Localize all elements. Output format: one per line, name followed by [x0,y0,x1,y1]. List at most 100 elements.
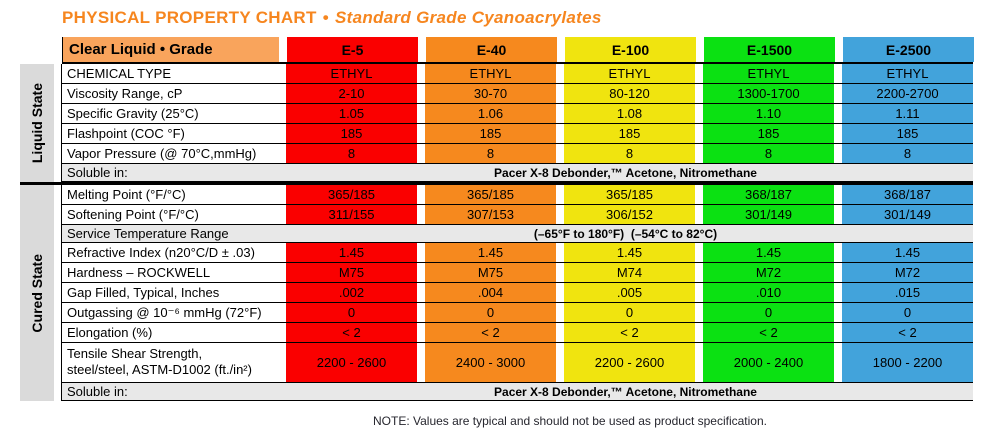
cured-state-label: Cured State [29,253,45,333]
cell-e2500: < 2 [842,323,973,342]
cell-e5: 2200 - 2600 [286,343,417,382]
liquid-state-section: Liquid State CHEMICAL TYPE ETHYL ETHYL E… [20,64,973,182]
table-row-soluble-liquid: Soluble in: Pacer X-8 Debonder,™ Acetone… [62,164,973,182]
cell-e2500: 185 [842,124,973,143]
cell-e5: 1.05 [286,104,417,123]
cell-e100: 185 [564,124,695,143]
property-table: Clear Liquid • Grade E-5 E-40 E-100 E-15… [20,37,974,401]
tensile-label-line2: steel/steel, ASTM-D1002 (ft./in²) [67,362,252,377]
cell-e100: 0 [564,303,695,322]
cell-e2500: 368/187 [842,185,973,204]
cell-e5: M75 [286,263,417,282]
liquid-state-label: Liquid State [29,82,45,164]
cell-e5: ETHYL [286,64,417,83]
cell-e100: 80-120 [564,84,695,103]
table-row-softening-point: Softening Point (°F/°C) 311/155 307/153 … [62,205,973,225]
table-row-service-temperature: Service Temperature Range (–65°F to 180°… [62,225,973,243]
row-label: Viscosity Range, cP [67,86,183,101]
row-label: Outgassing @ 10⁻⁶ mmHg (72°F) [67,304,262,320]
cell-e1500: ETHYL [703,64,834,83]
column-header-e2500: E-2500 [843,37,974,62]
row-label: Refractive Index (n20°C/D ± .03) [67,245,255,260]
cell-e2500: 1.11 [842,104,973,123]
cell-e40: < 2 [425,323,556,342]
row-label: Elongation (%) [67,325,153,340]
cell-e1500: 301/149 [703,205,834,224]
cell-e40: 1.45 [425,243,556,262]
row-label: Vapor Pressure (@ 70°C,mmHg) [67,146,257,161]
soluble-label: Soluble in: [67,384,128,399]
page-title-main: PHYSICAL PROPERTY CHART [62,8,317,27]
table-row-vapor-pressure: Vapor Pressure (@ 70°C,mmHg) 8 8 8 8 8 [62,144,973,164]
cell-e1500: 1.10 [703,104,834,123]
service-temperature-label: Service Temperature Range [67,226,229,241]
cell-e40: 30-70 [425,84,556,103]
row-label: Tensile Shear Strength, steel/steel, AST… [62,343,278,382]
cell-e40: M75 [425,263,556,282]
cell-e5: 1.45 [286,243,417,262]
page-subtitle: Standard Grade Cyanoacrylates [334,8,602,27]
cell-e2500: 8 [842,144,973,163]
cell-e1500: 1300-1700 [703,84,834,103]
cell-e1500: .010 [703,283,834,302]
liquid-state-sidebar: Liquid State [20,64,54,182]
table-header-row: Clear Liquid • Grade E-5 E-40 E-100 E-15… [62,37,974,64]
row-label: Specific Gravity (25°C) [67,106,199,121]
cell-e100: < 2 [564,323,695,342]
cell-e1500: 8 [703,144,834,163]
cell-e2500: M72 [842,263,973,282]
soluble-label: Soluble in: [67,165,128,180]
cell-e1500: < 2 [703,323,834,342]
soluble-value: Pacer X-8 Debonder,™ Acetone, Nitrometha… [494,384,757,399]
cell-e5: 2-10 [286,84,417,103]
cell-e2500: 2200-2700 [842,84,973,103]
table-row-chemical-type: CHEMICAL TYPE ETHYL ETHYL ETHYL ETHYL ET… [62,64,973,84]
cell-e40: .004 [425,283,556,302]
cell-e40: 185 [425,124,556,143]
cell-e2500: 1800 - 2200 [842,343,973,382]
tensile-label-line1: Tensile Shear Strength, [67,346,203,361]
row-label: Hardness – ROCKWELL [67,265,211,280]
cell-e1500: 1.45 [703,243,834,262]
column-header-e40: E-40 [426,37,557,62]
table-row-viscosity: Viscosity Range, cP 2-10 30-70 80-120 13… [62,84,973,104]
cell-e100: 306/152 [564,205,695,224]
cell-e100: 365/185 [564,185,695,204]
row-label: CHEMICAL TYPE [67,66,172,81]
cell-e40: 2400 - 3000 [425,343,556,382]
table-row-specific-gravity: Specific Gravity (25°C) 1.05 1.06 1.08 1… [62,104,973,124]
table-row-hardness: Hardness – ROCKWELL M75 M75 M74 M72 M72 [62,263,973,283]
table-row-soluble-cured: Soluble in: Pacer X-8 Debonder,™ Acetone… [62,383,973,401]
cell-e40: ETHYL [425,64,556,83]
cured-state-sidebar: Cured State [20,185,54,401]
cell-e2500: 0 [842,303,973,322]
cell-e100: M74 [564,263,695,282]
cell-e2500: ETHYL [842,64,973,83]
row-label: Softening Point (°F/°C) [67,207,199,222]
cell-e1500: 368/187 [703,185,834,204]
row-label: Gap Filled, Typical, Inches [67,285,220,300]
table-row-elongation: Elongation (%) < 2 < 2 < 2 < 2 < 2 [62,323,973,343]
cell-e100: ETHYL [564,64,695,83]
table-row-melting-point: Melting Point (°F/°C) 365/185 365/185 36… [62,185,973,205]
footnote: NOTE: Values are typical and should not … [372,414,767,428]
page-title: PHYSICAL PROPERTY CHART • Standard Grade C… [62,8,602,28]
cell-e5: 365/185 [286,185,417,204]
cell-e40: 8 [425,144,556,163]
column-header-e5: E-5 [287,37,418,62]
cell-e2500: .015 [842,283,973,302]
cell-e100: 1.45 [564,243,695,262]
table-row-refractive-index: Refractive Index (n20°C/D ± .03) 1.45 1.… [62,243,973,263]
cell-e40: 307/153 [425,205,556,224]
column-header-e1500: E-1500 [704,37,835,62]
cell-e5: 0 [286,303,417,322]
cell-e100: .005 [564,283,695,302]
column-header-e100: E-100 [565,37,696,62]
table-row-tensile-shear: Tensile Shear Strength, steel/steel, AST… [62,343,973,383]
cell-e100: 1.08 [564,104,695,123]
cured-state-rows: Melting Point (°F/°C) 365/185 365/185 36… [61,185,973,401]
cell-e2500: 301/149 [842,205,973,224]
section-divider [20,182,973,185]
service-temperature-value: (–65°F to 180°F) (–54°C to 82°C) [533,226,718,241]
table-row-gap-filled: Gap Filled, Typical, Inches .002 .004 .0… [62,283,973,303]
